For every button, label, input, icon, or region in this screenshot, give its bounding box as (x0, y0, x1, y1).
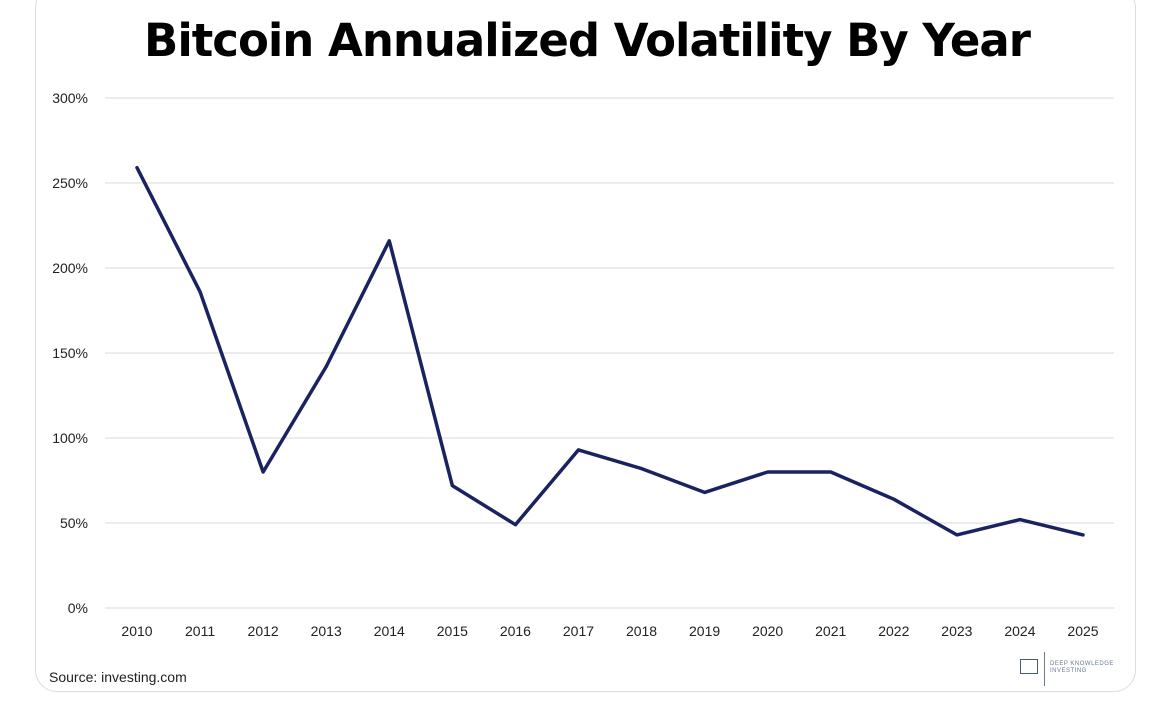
y-axis-tick-labels: 0% 50% 100% 150% 200% 250% 300% (52, 90, 88, 616)
y-tick-label: 150% (52, 345, 88, 361)
x-tick-label: 2017 (563, 623, 594, 639)
data-point (893, 498, 895, 500)
data-point (1082, 534, 1084, 536)
logo-divider (1044, 652, 1045, 686)
data-point (704, 491, 706, 493)
data-point (514, 524, 516, 526)
y-tick-label: 300% (52, 90, 88, 106)
x-tick-label: 2021 (815, 623, 846, 639)
x-tick-label: 2012 (248, 623, 279, 639)
data-point (641, 468, 643, 470)
x-tick-label: 2011 (185, 623, 215, 639)
x-tick-label: 2020 (752, 623, 783, 639)
logo-line-2: INVESTING (1050, 668, 1087, 674)
x-tick-label: 2019 (689, 623, 720, 639)
logo-mark-icon (1020, 659, 1038, 674)
x-tick-label: 2022 (878, 623, 909, 639)
x-tick-label: 2013 (311, 623, 342, 639)
y-tick-label: 250% (52, 175, 88, 191)
x-tick-label: 2010 (121, 623, 152, 639)
series-lines (135, 165, 1085, 537)
data-point (956, 534, 958, 536)
data-point (388, 240, 390, 242)
data-point (577, 449, 579, 451)
x-tick-label: 2024 (1004, 623, 1035, 639)
y-tick-label: 100% (52, 430, 88, 446)
x-tick-label: 2014 (374, 623, 405, 639)
data-point (830, 471, 832, 473)
logo-wordmark: DEEP KNOWLEDGE INVESTING (1050, 661, 1114, 675)
x-tick-label: 2015 (437, 623, 468, 639)
y-tick-label: 0% (68, 600, 88, 616)
x-tick-label: 2023 (941, 623, 972, 639)
data-point (325, 366, 327, 368)
x-axis-tick-labels: 2010 2011 2012 2013 2014 2015 2016 2017 2018 2019… (121, 623, 1098, 639)
data-point (136, 167, 138, 169)
x-tick-label: 2025 (1067, 623, 1098, 639)
data-point (262, 471, 264, 473)
source-note: Source: investing.com (49, 669, 187, 685)
grid-lines (105, 97, 1114, 609)
y-tick-label: 50% (60, 515, 88, 531)
x-tick-label: 2018 (626, 623, 657, 639)
data-point (1019, 519, 1021, 521)
data-point (451, 485, 453, 487)
deep-knowledge-investing-logo: DEEP KNOWLEDGE INVESTING (1020, 652, 1120, 686)
series-line (135, 165, 1085, 537)
chart-title: Bitcoin Annualized Volatility By Year (144, 14, 1031, 67)
y-tick-label: 200% (52, 260, 88, 276)
data-point (767, 471, 769, 473)
x-tick-label: 2016 (500, 623, 531, 639)
data-point (199, 291, 201, 293)
logo-line-1: DEEP KNOWLEDGE (1050, 661, 1114, 667)
